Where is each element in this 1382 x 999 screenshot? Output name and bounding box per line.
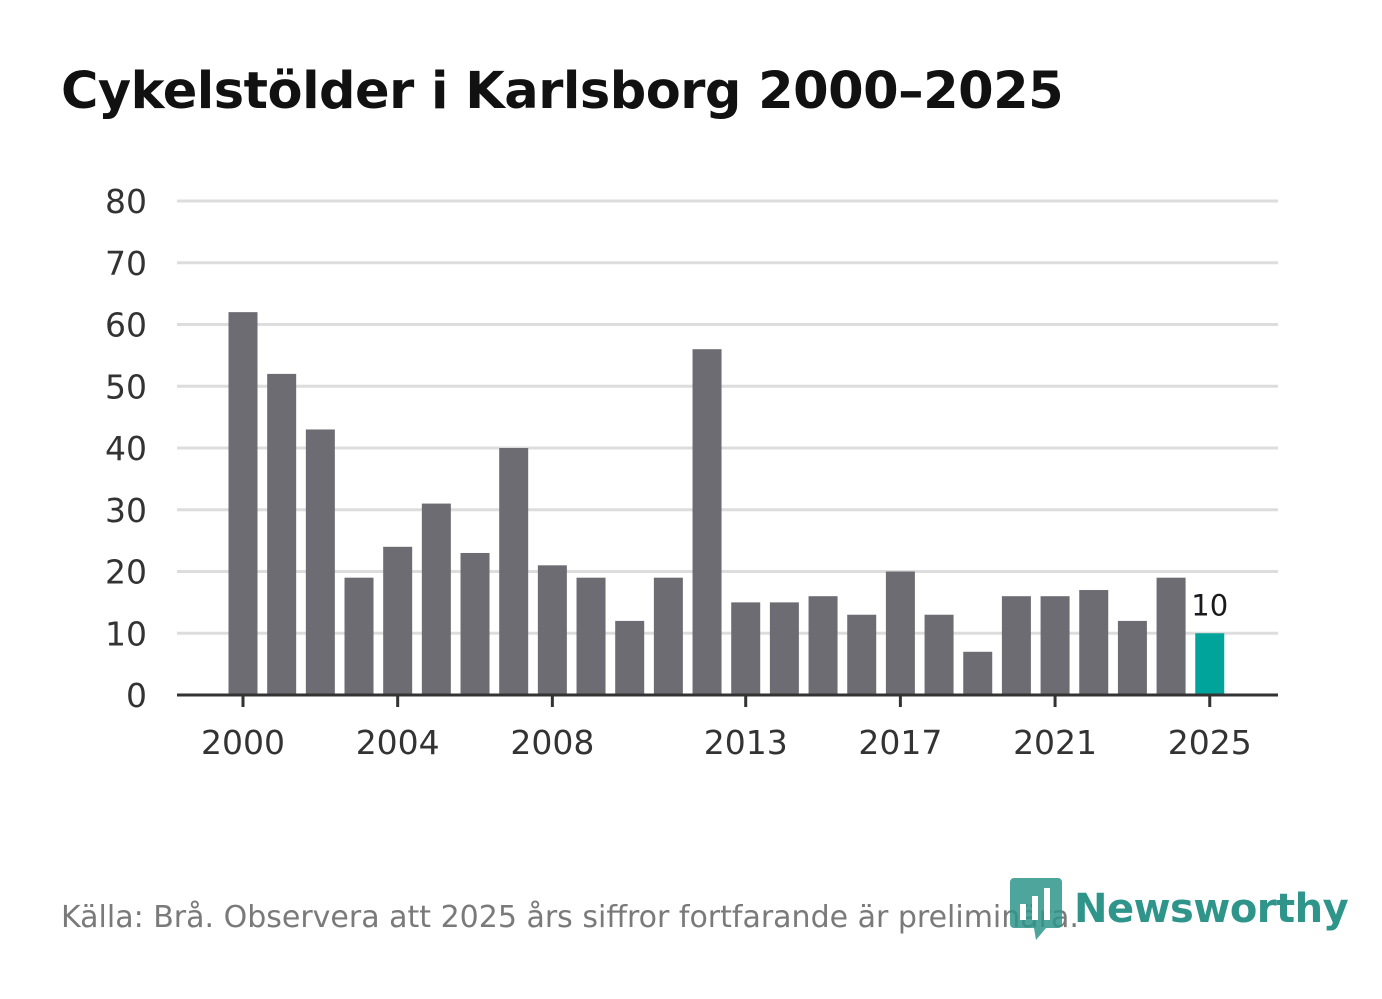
bar-2011 bbox=[653, 577, 683, 695]
bar-2001 bbox=[267, 373, 297, 695]
x-tick-label-2013: 2013 bbox=[704, 723, 788, 762]
y-tick-label-40: 40 bbox=[105, 429, 147, 468]
y-tick-label-80: 80 bbox=[105, 182, 147, 221]
bar-2000 bbox=[228, 312, 258, 695]
gridlines bbox=[177, 199, 1278, 635]
y-tick-label-0: 0 bbox=[126, 676, 147, 715]
bar-2004 bbox=[383, 546, 413, 695]
x-tick-label-2021: 2021 bbox=[1013, 723, 1097, 762]
y-axis-labels: 0 10 20 30 40 50 60 70 80 bbox=[105, 182, 147, 715]
bar-2019 bbox=[963, 651, 993, 695]
x-axis bbox=[177, 693, 1278, 707]
bar-2014 bbox=[769, 602, 799, 695]
x-tick-label-2000: 2000 bbox=[201, 723, 285, 762]
bar-2007 bbox=[499, 448, 529, 695]
newsworthy-logo-text: Newsworthy bbox=[1074, 886, 1349, 932]
bar-2010 bbox=[615, 620, 645, 695]
y-tick-label-10: 10 bbox=[105, 614, 147, 653]
bar-2005 bbox=[421, 503, 451, 695]
x-tick-label-2008: 2008 bbox=[510, 723, 594, 762]
bar-2008 bbox=[537, 565, 567, 695]
bar-2002 bbox=[305, 429, 335, 695]
y-tick-label-50: 50 bbox=[105, 367, 147, 406]
x-axis-labels: 2000 2004 2008 2013 2017 2021 2025 bbox=[201, 723, 1252, 762]
bar-2018 bbox=[924, 614, 954, 695]
bar-2016 bbox=[847, 614, 877, 695]
bar-2024 bbox=[1156, 577, 1186, 695]
x-tick-label-2004: 2004 bbox=[356, 723, 440, 762]
bar-2017 bbox=[885, 571, 915, 695]
bars bbox=[228, 312, 1225, 695]
annotations: 10 bbox=[1191, 588, 1228, 622]
x-tick-label-2017: 2017 bbox=[858, 723, 942, 762]
data-label-2025: 10 bbox=[1191, 588, 1228, 622]
bar-2009 bbox=[576, 577, 606, 695]
bar-2021 bbox=[1040, 596, 1070, 695]
bar-2022 bbox=[1079, 590, 1109, 695]
bar-2020 bbox=[1001, 596, 1031, 695]
bar-2013 bbox=[731, 602, 761, 695]
chart-title: Cykelstölder i Karlsborg 2000–2025 bbox=[61, 62, 1064, 121]
y-tick-label-70: 70 bbox=[105, 244, 147, 283]
y-tick-label-60: 60 bbox=[105, 306, 147, 345]
y-tick-label-30: 30 bbox=[105, 491, 147, 530]
bar-2023 bbox=[1117, 620, 1147, 695]
x-tick-label-2025: 2025 bbox=[1168, 723, 1252, 762]
bar-2003 bbox=[344, 577, 374, 695]
newsworthy-logo-icon bbox=[1010, 878, 1062, 940]
source-note: Källa: Brå. Observera att 2025 års siffr… bbox=[61, 900, 1079, 935]
y-tick-label-20: 20 bbox=[105, 553, 147, 592]
bar-2025 bbox=[1195, 633, 1225, 695]
newsworthy-logo: Newsworthy bbox=[1010, 878, 1349, 940]
bar-2006 bbox=[460, 552, 490, 695]
bar-2012 bbox=[692, 349, 722, 695]
bar-2015 bbox=[808, 596, 838, 695]
